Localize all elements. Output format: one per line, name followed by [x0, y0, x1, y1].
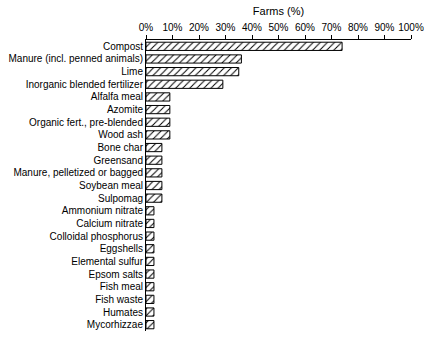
svg-text:Sulpomag: Sulpomag [98, 193, 143, 204]
svg-text:Inorganic blended fertilizer: Inorganic blended fertilizer [26, 79, 144, 90]
svg-text:Organic fert., pre-blended: Organic fert., pre-blended [29, 117, 143, 128]
svg-text:Calcium nitrate: Calcium nitrate [76, 218, 143, 229]
svg-text:100%: 100% [398, 22, 424, 33]
svg-text:Azomite: Azomite [107, 104, 144, 115]
svg-text:Manure, pelletized or bagged: Manure, pelletized or bagged [13, 167, 143, 178]
svg-text:Manure (incl. penned animals): Manure (incl. penned animals) [8, 53, 143, 64]
svg-text:Greensand: Greensand [94, 155, 143, 166]
svg-text:Epsom salts: Epsom salts [89, 269, 143, 280]
svg-text:40%: 40% [242, 22, 262, 33]
svg-text:10%: 10% [162, 22, 182, 33]
svg-text:Wood ash: Wood ash [98, 129, 143, 140]
svg-text:Humates: Humates [103, 307, 143, 318]
svg-text:Mycorhizzae: Mycorhizzae [87, 319, 144, 330]
svg-text:Fish waste: Fish waste [95, 294, 143, 305]
svg-text:Compost: Compost [103, 41, 143, 52]
svg-text:Fish meal: Fish meal [100, 281, 143, 292]
svg-text:60%: 60% [295, 22, 315, 33]
svg-text:Colloidal phosphorus: Colloidal phosphorus [50, 231, 143, 242]
svg-text:Lime: Lime [121, 66, 143, 77]
svg-text:Bone char: Bone char [97, 142, 143, 153]
svg-text:Alfalfa meal: Alfalfa meal [91, 91, 143, 102]
svg-text:Farms (%): Farms (%) [253, 5, 304, 17]
svg-text:50%: 50% [268, 22, 288, 33]
svg-text:70%: 70% [321, 22, 341, 33]
svg-text:0%: 0% [139, 22, 154, 33]
svg-text:90%: 90% [374, 22, 394, 33]
svg-text:Ammonium nitrate: Ammonium nitrate [62, 205, 144, 216]
svg-text:Elemental sulfur: Elemental sulfur [71, 256, 143, 267]
svg-text:20%: 20% [189, 22, 209, 33]
svg-text:Eggshells: Eggshells [100, 243, 143, 254]
svg-text:Soybean meal: Soybean meal [79, 180, 143, 191]
svg-text:30%: 30% [215, 22, 235, 33]
svg-text:80%: 80% [348, 22, 368, 33]
